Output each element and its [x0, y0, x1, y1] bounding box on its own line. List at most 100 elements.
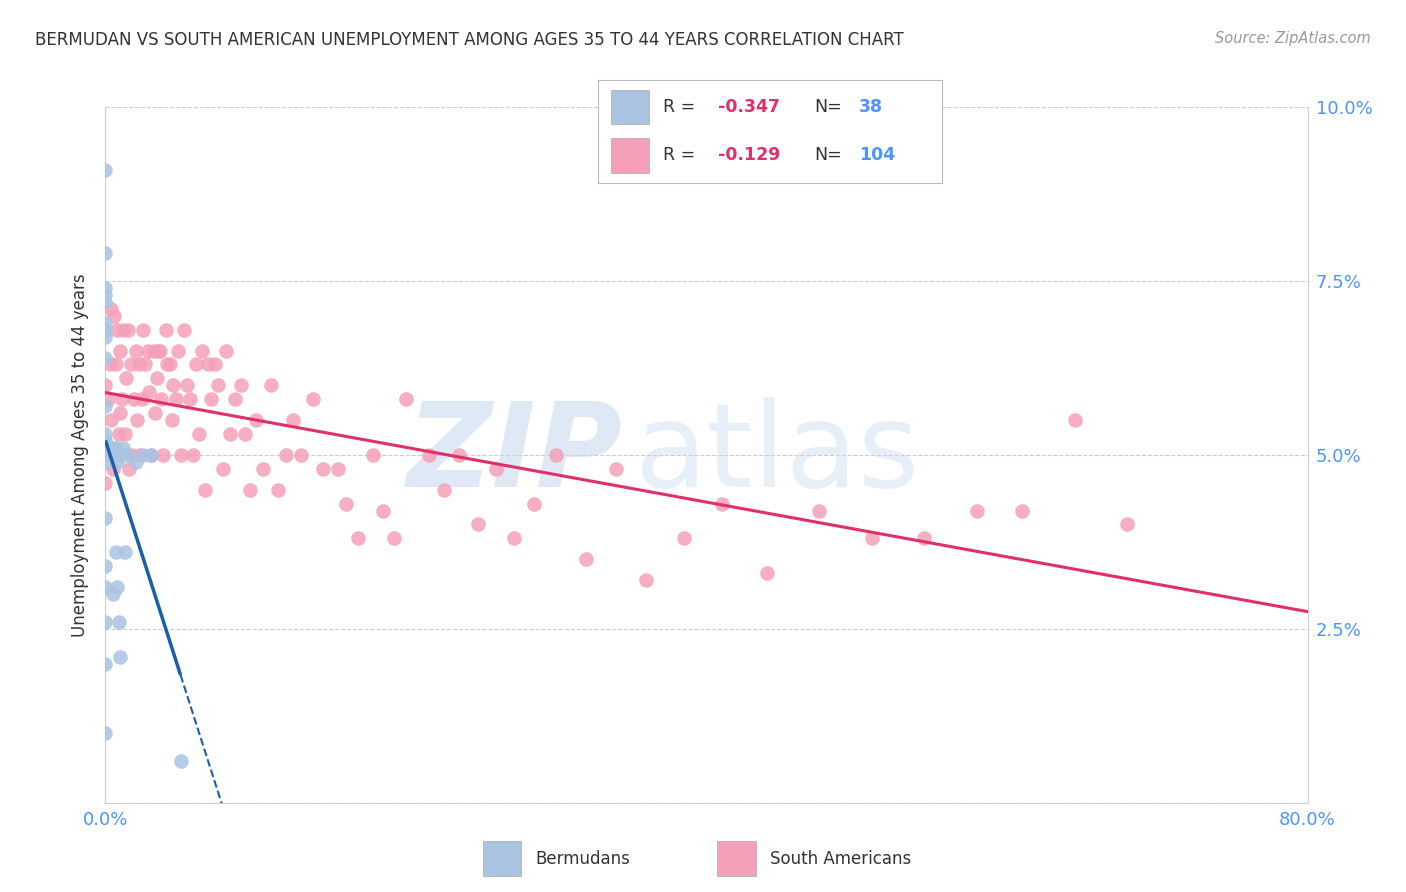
Point	[432, 483, 454, 497]
Point	[211, 462, 233, 476]
Point	[107, 455, 129, 469]
Point	[101, 587, 124, 601]
Point	[312, 462, 335, 476]
Point	[447, 448, 470, 462]
Point	[100, 413, 122, 427]
Point	[156, 358, 179, 372]
Text: 38: 38	[859, 98, 883, 116]
Point	[94, 351, 117, 365]
Point	[129, 448, 152, 462]
Point	[94, 434, 117, 448]
Point	[912, 532, 935, 546]
Point	[118, 462, 141, 476]
Point	[112, 323, 135, 337]
Point	[335, 497, 357, 511]
Point	[110, 343, 132, 358]
Text: BERMUDAN VS SOUTH AMERICAN UNEMPLOYMENT AMONG AGES 35 TO 44 YEARS CORRELATION CH: BERMUDAN VS SOUTH AMERICAN UNEMPLOYMENT …	[35, 31, 904, 49]
Point	[120, 358, 142, 372]
Point	[131, 392, 153, 407]
Point	[125, 413, 148, 427]
Point	[467, 517, 489, 532]
Point	[260, 378, 283, 392]
Point	[138, 385, 160, 400]
Point	[94, 323, 117, 337]
Point	[94, 475, 117, 490]
Point	[301, 392, 323, 407]
Point	[860, 532, 883, 546]
Point	[207, 378, 229, 392]
Point	[94, 615, 117, 629]
Point	[173, 323, 195, 337]
Point	[181, 448, 204, 462]
Point	[128, 358, 150, 372]
Point	[290, 448, 312, 462]
Text: ZIP: ZIP	[406, 398, 623, 512]
Text: N=: N=	[814, 146, 842, 164]
Point	[132, 323, 155, 337]
Point	[159, 358, 181, 372]
Point	[1116, 517, 1139, 532]
Point	[94, 288, 117, 302]
Point	[94, 726, 117, 740]
Point	[200, 392, 222, 407]
Point	[252, 462, 274, 476]
Point	[373, 503, 395, 517]
Text: atlas: atlas	[634, 398, 920, 512]
Point	[111, 392, 134, 407]
Point	[204, 358, 226, 372]
Text: R =: R =	[664, 98, 695, 116]
Point	[233, 427, 256, 442]
Point	[94, 281, 117, 295]
Point	[94, 434, 117, 448]
Point	[136, 343, 159, 358]
Text: -0.347: -0.347	[718, 98, 780, 116]
Point	[139, 448, 162, 462]
Point	[117, 323, 139, 337]
Point	[418, 448, 440, 462]
Point	[146, 343, 169, 358]
Point	[100, 301, 122, 316]
Point	[575, 552, 598, 566]
Point	[636, 573, 658, 587]
Point	[108, 427, 131, 442]
Point	[169, 448, 191, 462]
Point	[134, 358, 156, 372]
Point	[485, 462, 508, 476]
Point	[808, 503, 831, 517]
Text: R =: R =	[664, 146, 695, 164]
Point	[122, 392, 145, 407]
Point	[672, 532, 695, 546]
Point	[155, 323, 177, 337]
Point	[108, 615, 131, 629]
Point	[1063, 413, 1085, 427]
Point	[114, 545, 136, 559]
FancyBboxPatch shape	[612, 137, 650, 173]
Point	[160, 413, 183, 427]
Text: 104: 104	[859, 146, 896, 164]
FancyBboxPatch shape	[612, 89, 650, 124]
Point	[101, 462, 124, 476]
Point	[179, 392, 201, 407]
Point	[755, 566, 778, 581]
Text: Bermudans: Bermudans	[536, 849, 630, 868]
Point	[194, 483, 217, 497]
Point	[94, 329, 117, 343]
Point	[103, 309, 125, 323]
Point	[110, 448, 132, 462]
Text: Source: ZipAtlas.com: Source: ZipAtlas.com	[1215, 31, 1371, 46]
Point	[121, 448, 143, 462]
Point	[274, 448, 297, 462]
Point	[94, 294, 117, 309]
Point	[101, 448, 124, 462]
Point	[395, 392, 418, 407]
Point	[98, 358, 121, 372]
Point	[104, 441, 127, 455]
Point	[139, 448, 162, 462]
Point	[382, 532, 405, 546]
Point	[214, 343, 236, 358]
Point	[101, 441, 124, 455]
Point	[190, 343, 212, 358]
Text: -0.129: -0.129	[718, 146, 780, 164]
Point	[184, 358, 207, 372]
Point	[267, 483, 290, 497]
